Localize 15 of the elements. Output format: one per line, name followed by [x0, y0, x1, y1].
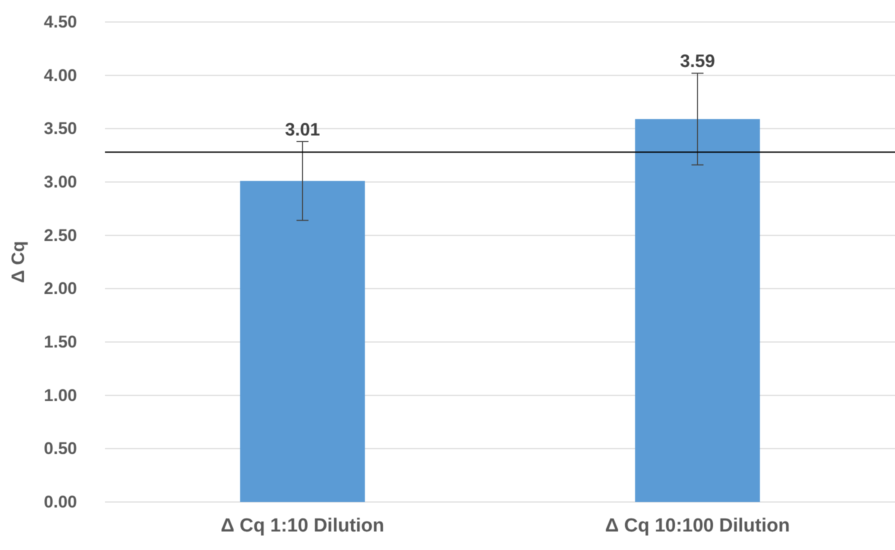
- y-tick-label: 0.00: [44, 492, 77, 512]
- y-tick-label: 2.00: [44, 279, 77, 298]
- y-axis-title: Δ Cq: [8, 241, 28, 283]
- y-tick-label: 1.50: [44, 332, 77, 352]
- y-tick-label: 3.50: [44, 119, 77, 138]
- y-tick-label: 4.50: [44, 12, 77, 32]
- y-tick-label: 3.00: [44, 172, 77, 192]
- y-tick-label: 4.00: [44, 66, 77, 85]
- y-tick-label: 0.50: [44, 439, 77, 458]
- data-label: 3.59: [680, 51, 716, 72]
- x-tick-label: Δ Cq 1:10 Dilution: [220, 515, 384, 536]
- x-tick-label: Δ Cq 10:100 Dilution: [605, 515, 790, 536]
- data-label: 3.01: [284, 119, 320, 140]
- y-tick-label: 1.00: [44, 386, 77, 405]
- y-tick-label: 2.50: [44, 226, 77, 245]
